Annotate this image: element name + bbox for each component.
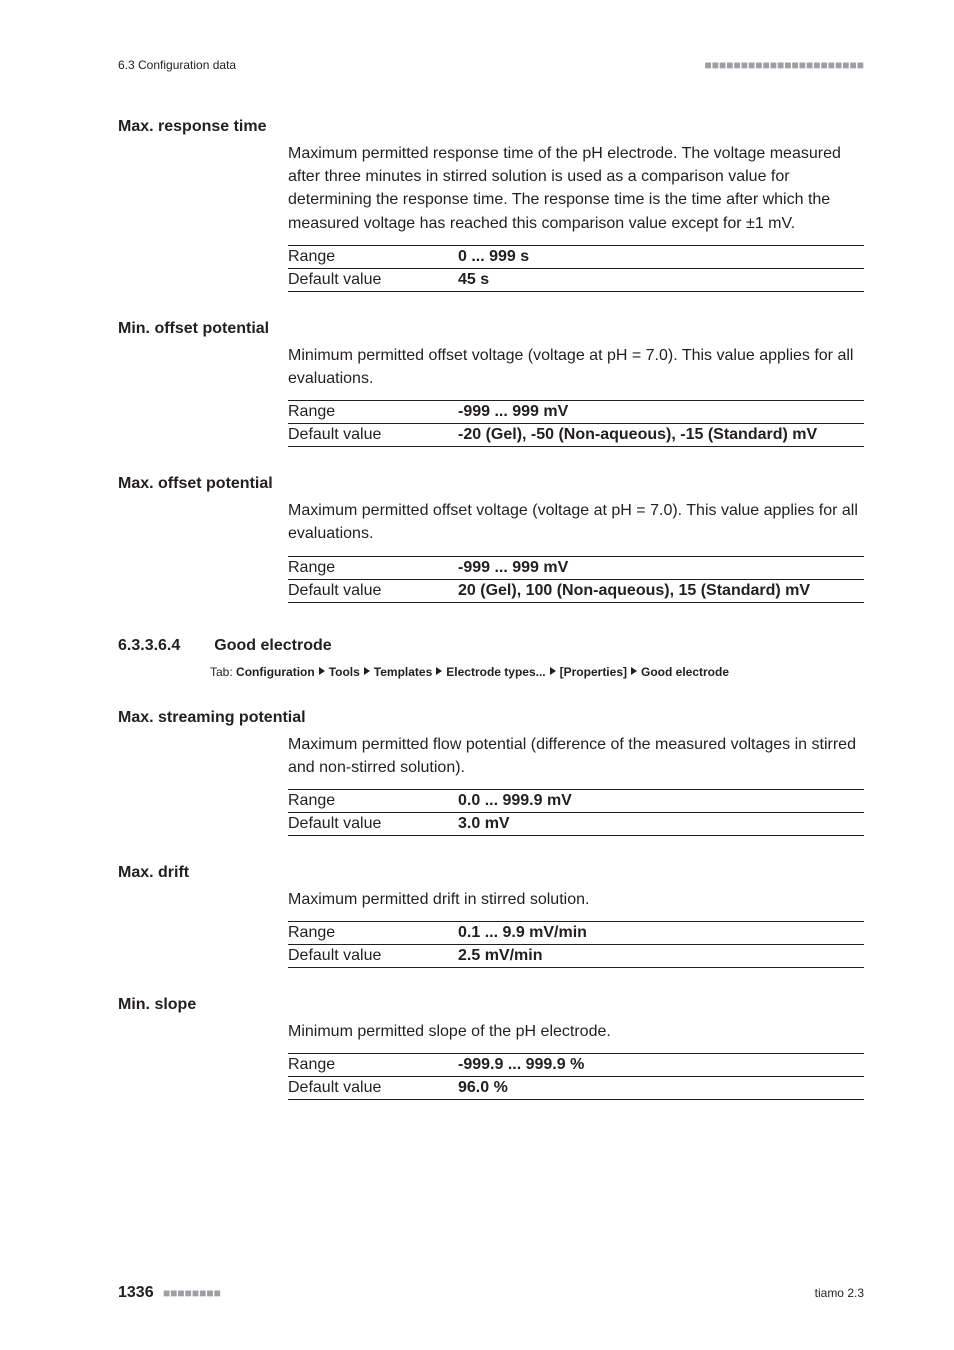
subheading: 6.3.3.6.4 Good electrode	[118, 637, 864, 655]
tab-part: Tools	[329, 665, 360, 679]
spec-label: Default value	[288, 815, 458, 833]
term-max-drift: Max. drift	[118, 864, 864, 882]
spec-label: Default value	[288, 271, 458, 289]
term-max-offset-potential: Max. offset potential	[118, 475, 864, 493]
spec-value: 96.0 %	[458, 1079, 864, 1097]
term-max-response-time: Max. response time	[118, 118, 864, 136]
tab-part: Templates	[374, 665, 432, 679]
chevron-right-icon	[364, 667, 370, 675]
subheading-title: Good electrode	[214, 637, 331, 655]
chevron-right-icon	[436, 667, 442, 675]
spec-row-default: Default value -20 (Gel), -50 (Non-aqueou…	[288, 424, 864, 447]
chevron-right-icon	[550, 667, 556, 675]
tab-path: Tab: Configuration Tools Templates Electrod…	[210, 663, 730, 681]
running-head-left: 6.3 Configuration data	[118, 58, 236, 72]
spec-table: Range 0 ... 999 s Default value 45 s	[288, 245, 864, 292]
spec-row-range: Range -999.9 ... 999.9 %	[288, 1054, 864, 1077]
spec-label: Default value	[288, 947, 458, 965]
tab-prefix: Tab:	[210, 665, 233, 679]
spec-label: Range	[288, 1056, 458, 1074]
running-head: 6.3 Configuration data ■■■■■■■■■■■■■■■■■…	[118, 58, 864, 72]
chevron-right-icon	[319, 667, 325, 675]
spec-label: Default value	[288, 426, 458, 444]
footer-dashes: ■■■■■■■■	[163, 1286, 221, 1300]
spec-table: Range 0.0 ... 999.9 mV Default value 3.0…	[288, 789, 864, 836]
def-block: Minimum permitted slope of the pH electr…	[288, 1020, 864, 1100]
def-text: Minimum permitted slope of the pH electr…	[288, 1020, 864, 1043]
tab-part: [Properties]	[560, 665, 627, 679]
term-min-slope: Min. slope	[118, 996, 864, 1014]
spec-value: 20 (Gel), 100 (Non-aqueous), 15 (Standar…	[458, 582, 864, 600]
spec-table: Range -999 ... 999 mV Default value -20 …	[288, 400, 864, 447]
def-block: Minimum permitted offset voltage (voltag…	[288, 344, 864, 447]
def-block: Maximum permitted offset voltage (voltag…	[288, 499, 864, 602]
spec-table: Range -999.9 ... 999.9 % Default value 9…	[288, 1053, 864, 1100]
spec-label: Range	[288, 559, 458, 577]
def-text: Maximum permitted flow potential (differ…	[288, 733, 864, 779]
spec-label: Range	[288, 792, 458, 810]
spec-value: 0 ... 999 s	[458, 248, 864, 266]
tab-part: Configuration	[236, 665, 315, 679]
spec-value: 45 s	[458, 271, 864, 289]
def-block: Maximum permitted flow potential (differ…	[288, 733, 864, 836]
spec-value: -999 ... 999 mV	[458, 559, 864, 577]
spec-label: Range	[288, 248, 458, 266]
page-number: 1336	[118, 1284, 154, 1301]
def-text: Maximum permitted response time of the p…	[288, 142, 864, 235]
def-block: Maximum permitted drift in stirred solut…	[288, 888, 864, 968]
spec-value: 0.1 ... 9.9 mV/min	[458, 924, 864, 942]
spec-row-default: Default value 2.5 mV/min	[288, 945, 864, 968]
spec-label: Default value	[288, 1079, 458, 1097]
spec-value: 2.5 mV/min	[458, 947, 864, 965]
def-block: Maximum permitted response time of the p…	[288, 142, 864, 292]
spec-label: Default value	[288, 582, 458, 600]
tab-part: Good electrode	[641, 665, 729, 679]
spec-value: -999.9 ... 999.9 %	[458, 1056, 864, 1074]
term-max-streaming-potential: Max. streaming potential	[118, 709, 864, 727]
spec-label: Range	[288, 924, 458, 942]
spec-value: 3.0 mV	[458, 815, 864, 833]
spec-row-range: Range 0.1 ... 9.9 mV/min	[288, 922, 864, 945]
footer-left: 1336 ■■■■■■■■	[118, 1284, 221, 1302]
spec-row-range: Range 0 ... 999 s	[288, 246, 864, 269]
subheading-number: 6.3.3.6.4	[118, 637, 180, 655]
spec-row-default: Default value 20 (Gel), 100 (Non-aqueous…	[288, 580, 864, 603]
spec-row-range: Range -999 ... 999 mV	[288, 401, 864, 424]
chevron-right-icon	[631, 667, 637, 675]
spec-row-default: Default value 96.0 %	[288, 1077, 864, 1100]
spec-row-range: Range -999 ... 999 mV	[288, 557, 864, 580]
def-text: Maximum permitted offset voltage (voltag…	[288, 499, 864, 545]
spec-table: Range 0.1 ... 9.9 mV/min Default value 2…	[288, 921, 864, 968]
running-head-dashes: ■■■■■■■■■■■■■■■■■■■■■■	[705, 58, 864, 72]
term-min-offset-potential: Min. offset potential	[118, 320, 864, 338]
def-text: Maximum permitted drift in stirred solut…	[288, 888, 864, 911]
spec-table: Range -999 ... 999 mV Default value 20 (…	[288, 556, 864, 603]
tab-part: Electrode types...	[446, 665, 545, 679]
spec-row-range: Range 0.0 ... 999.9 mV	[288, 790, 864, 813]
page-footer: 1336 ■■■■■■■■ tiamo 2.3	[118, 1284, 864, 1302]
footer-right: tiamo 2.3	[815, 1286, 864, 1300]
spec-value: -999 ... 999 mV	[458, 403, 864, 421]
def-text: Minimum permitted offset voltage (voltag…	[288, 344, 864, 390]
spec-row-default: Default value 3.0 mV	[288, 813, 864, 836]
spec-value: -20 (Gel), -50 (Non-aqueous), -15 (Stand…	[458, 426, 864, 444]
spec-value: 0.0 ... 999.9 mV	[458, 792, 864, 810]
spec-label: Range	[288, 403, 458, 421]
spec-row-default: Default value 45 s	[288, 269, 864, 292]
